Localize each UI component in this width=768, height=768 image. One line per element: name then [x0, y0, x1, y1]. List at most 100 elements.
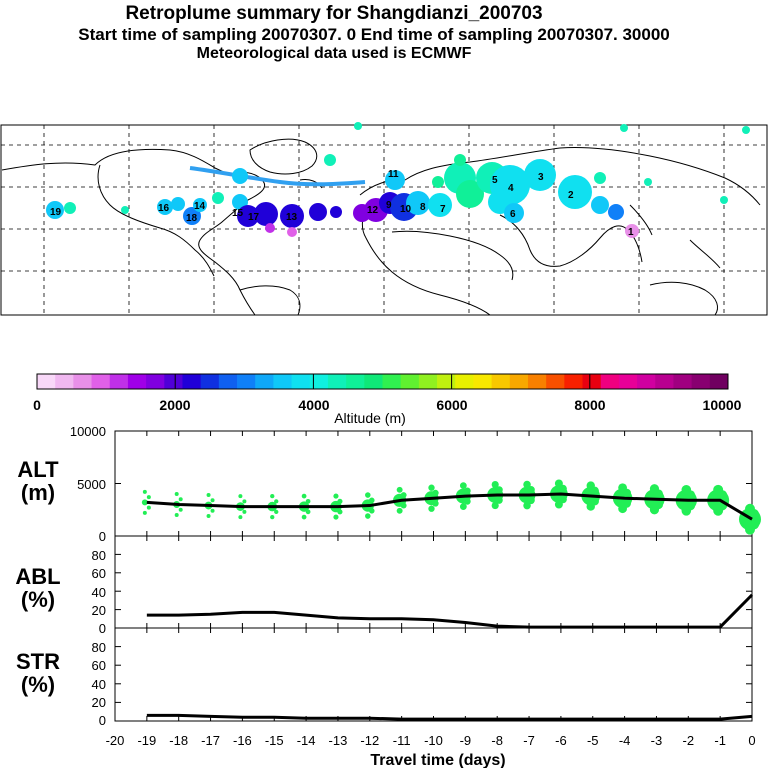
- colorbar-cell: [127, 374, 147, 389]
- plume-cluster: [280, 204, 304, 228]
- abl-ytick: 40: [92, 585, 106, 600]
- x-tick-label: -15: [265, 733, 284, 748]
- alt-member-dot: [618, 483, 627, 493]
- alt-member-dot: [649, 484, 660, 494]
- alt-member-dot: [396, 486, 403, 493]
- day-label: 7: [440, 204, 446, 215]
- alt-member-dot: [586, 481, 595, 490]
- str-ytick: 0: [99, 713, 106, 728]
- alt-panel-unit: (m): [21, 480, 55, 505]
- colorbar-cell: [709, 374, 729, 389]
- str-ytick: 80: [92, 640, 106, 655]
- alt-member-dot: [210, 498, 215, 503]
- plume-cluster: [171, 197, 185, 211]
- abl-ytick: 80: [92, 548, 106, 563]
- alt-member-dot: [301, 514, 307, 520]
- plume-cluster: [591, 196, 609, 214]
- x-tick-label: -6: [555, 733, 567, 748]
- plume-cluster: [183, 207, 201, 225]
- abl-panel-label: ABL: [15, 564, 60, 589]
- colorbar-cell: [655, 374, 674, 389]
- plume-cluster: [625, 224, 639, 238]
- plume-cluster: [157, 199, 173, 215]
- x-tick-label: -16: [233, 733, 252, 748]
- alt-ytick: 5000: [77, 477, 106, 492]
- alt-member-dot: [238, 494, 243, 499]
- x-tick-label: -1: [714, 733, 726, 748]
- alt-member-dot: [142, 510, 147, 515]
- alt-member-dot: [337, 498, 343, 504]
- x-tick-label: -7: [523, 733, 535, 748]
- alt-member-dot: [301, 493, 307, 499]
- colorbar-cell: [600, 374, 620, 389]
- alt-member-dot: [142, 489, 147, 494]
- alt-member-dot: [210, 508, 215, 513]
- plume-cluster: [456, 180, 484, 208]
- x-tick-label: -12: [360, 733, 379, 748]
- colorbar-tick: 4000: [298, 397, 329, 413]
- day-labels: 19 16 14 15 13 12 11 10 9 8 7 6 5 4 3 2 …: [50, 169, 634, 238]
- alt-member-dot: [270, 514, 275, 520]
- plume-cluster: [620, 124, 628, 132]
- alt-member-dot: [495, 486, 503, 494]
- alt-ytick: 10000: [70, 424, 106, 439]
- day-label: 2: [568, 190, 574, 201]
- colorbar-cell: [55, 374, 74, 389]
- x-tick-label: -10: [424, 733, 443, 748]
- colorbar-cell: [364, 374, 383, 389]
- colorbar-cell: [637, 374, 656, 389]
- plume-cluster: [432, 176, 444, 188]
- colorbar-cell: [382, 374, 402, 389]
- str-panel-unit: (%): [21, 672, 55, 697]
- alt-member-dot: [178, 497, 183, 502]
- day-label: 1: [628, 227, 634, 238]
- alt-member-dot: [459, 503, 467, 510]
- alt-member-dot: [523, 501, 531, 510]
- plume-cluster: [193, 198, 207, 212]
- alt-panel-label: ALT: [17, 457, 59, 482]
- sampling-time: Start time of sampling 20070307. 0 End t…: [78, 25, 670, 44]
- alt-member-dot: [365, 513, 371, 519]
- plume-cluster: [406, 191, 430, 215]
- plume-cluster: [330, 206, 342, 218]
- plume-cluster: [46, 201, 64, 219]
- x-tick-label: -18: [169, 733, 188, 748]
- alt-member-dot: [174, 513, 179, 517]
- plume-cluster: [232, 168, 248, 184]
- day-label: 11: [388, 169, 399, 180]
- colorbar-tick: 2000: [159, 397, 190, 413]
- alt-member-dot: [396, 507, 403, 514]
- colorbar-cell: [473, 374, 493, 389]
- x-tick-label: -14: [297, 733, 316, 748]
- plume-clusters: [46, 122, 750, 238]
- colorbar-tick: 10000: [703, 397, 742, 413]
- plume-cluster: [504, 203, 524, 223]
- plume-cluster: [265, 223, 275, 233]
- alt-member-dot: [365, 492, 371, 498]
- alt-member-dot: [146, 495, 151, 500]
- x-tick-label: -2: [683, 733, 695, 748]
- x-tick-label: -3: [651, 733, 663, 748]
- alt-member-dot: [491, 480, 499, 489]
- colorbar-cell: [437, 374, 456, 389]
- alt-member-dot: [178, 507, 183, 512]
- colorbar-cell: [164, 374, 183, 389]
- alt-member-dot: [554, 479, 563, 488]
- alt-ytick: 0: [99, 529, 106, 544]
- abl-panel-unit: (%): [21, 587, 55, 612]
- day-label: 12: [367, 205, 379, 216]
- alt-member-dot: [270, 493, 275, 499]
- plume-cluster: [287, 227, 297, 237]
- colorbar-tick: 8000: [574, 397, 605, 413]
- day-label: 3: [538, 172, 544, 183]
- day-label: 15: [232, 208, 244, 219]
- colorbar-cell: [309, 374, 329, 389]
- day-label: 5: [492, 175, 498, 186]
- world-map: 19 16 14 15 13 12 11 10 9 8 7 6 5 4 3 2 …: [0, 122, 768, 316]
- abl-ytick: 60: [92, 566, 106, 581]
- alt-member-dot: [369, 497, 375, 504]
- x-tick-label: -13: [329, 733, 348, 748]
- plume-cluster: [608, 204, 624, 220]
- plume-cluster: [121, 206, 129, 214]
- colorbar-cell: [73, 374, 93, 389]
